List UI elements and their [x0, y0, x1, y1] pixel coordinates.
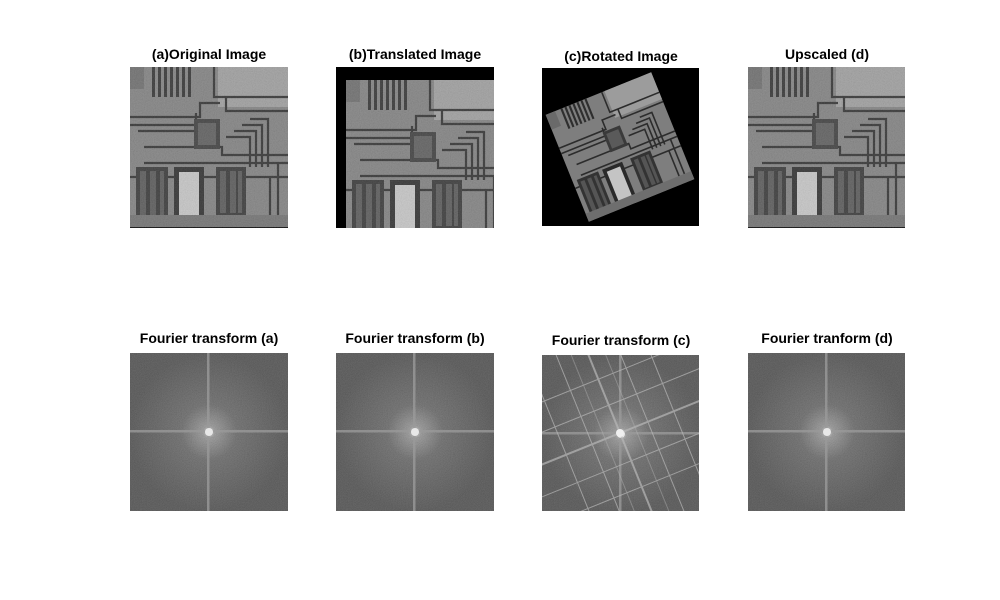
panel-title: Upscaled (d): [717, 46, 937, 62]
fourier-image-c: [542, 355, 699, 511]
fourier-image-a: [130, 353, 288, 511]
panel-title: (b)Translated Image: [305, 46, 525, 62]
panel-title: Fourier transform (b): [305, 330, 525, 346]
fourier-image-b: [336, 353, 494, 511]
original-image: [130, 67, 288, 228]
rotated-image: [542, 68, 699, 226]
upscaled-image: [748, 67, 905, 228]
translated-image: [336, 67, 494, 228]
panel-title: Fourier tranform (d): [717, 330, 937, 346]
panel-title: (a)Original Image: [99, 46, 319, 62]
panel-title: Fourier transform (c): [511, 332, 731, 348]
panel-title: Fourier transform (a): [99, 330, 319, 346]
panel-title: (c)Rotated Image: [511, 48, 731, 64]
fourier-image-d: [748, 353, 905, 511]
